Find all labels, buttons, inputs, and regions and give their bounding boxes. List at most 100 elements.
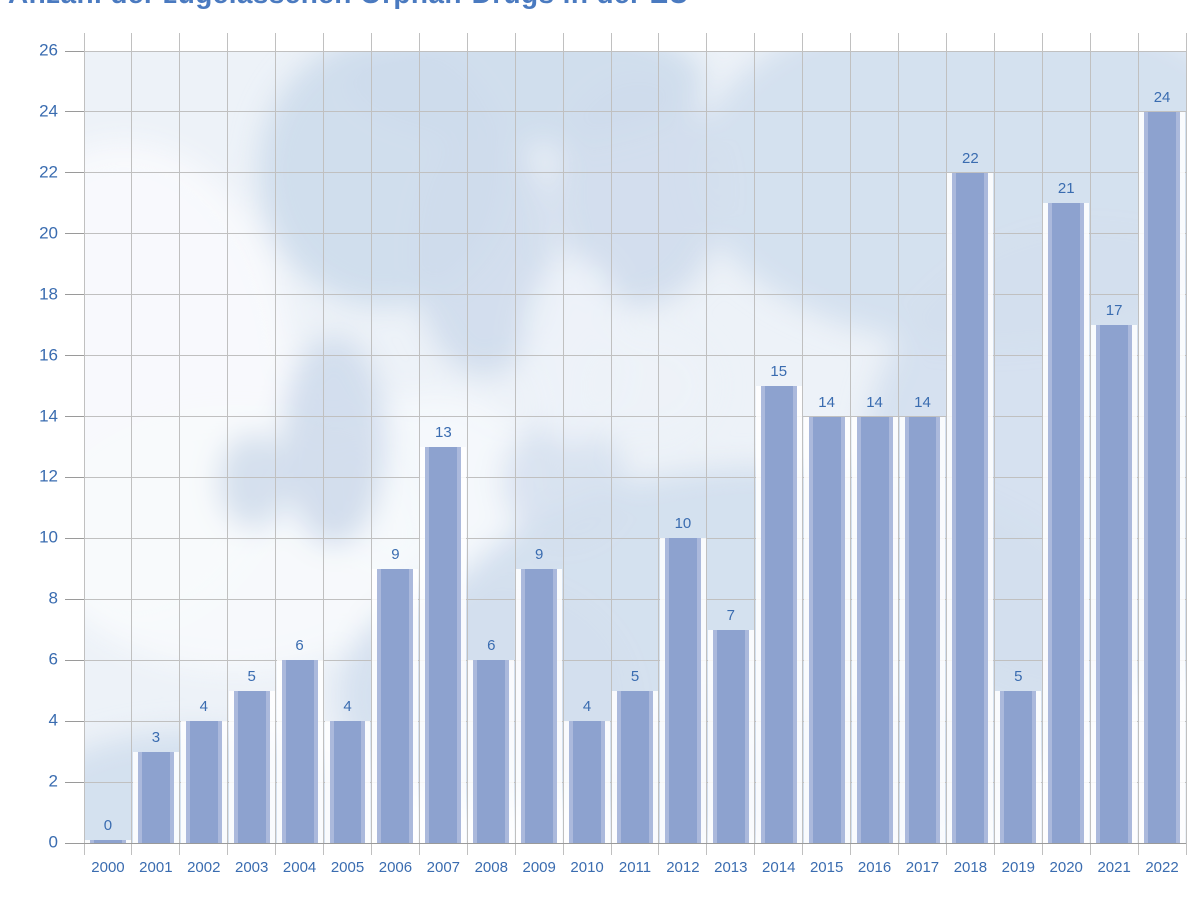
- x-axis-label: 2005: [330, 859, 365, 876]
- x-axis-label: 2002: [187, 859, 221, 876]
- bar: [659, 538, 706, 843]
- bar: [755, 386, 802, 843]
- vertical-gridline: [850, 33, 852, 855]
- y-axis-label: 0: [48, 832, 58, 852]
- vertical-gridline: [131, 33, 133, 855]
- y-axis-tick: [65, 416, 84, 418]
- bar-value-label: 5: [630, 667, 640, 685]
- y-axis-label: 16: [39, 345, 58, 365]
- y-axis-label: 22: [39, 162, 58, 182]
- y-axis-label: 2: [48, 771, 58, 791]
- vertical-gridline: [658, 33, 660, 855]
- bar-value-label: 5: [1014, 667, 1023, 685]
- x-axis-label: 2010: [570, 859, 604, 876]
- y-axis-tick: [65, 111, 84, 113]
- horizontal-gridline: [84, 659, 1186, 661]
- vertical-gridline: [418, 33, 420, 855]
- vertical-gridline: [610, 33, 612, 855]
- vertical-gridline: [1041, 33, 1043, 855]
- vertical-gridline: [562, 33, 564, 855]
- y-axis-tick: [65, 294, 84, 296]
- y-axis-label: 12: [39, 467, 58, 487]
- horizontal-gridline: [84, 476, 1186, 478]
- bar-value-label: 0: [103, 817, 113, 834]
- bar: [180, 721, 227, 843]
- vertical-gridline: [802, 33, 804, 855]
- bar: [995, 690, 1042, 843]
- chart-title: Anzahl der zugelassenen Orphan-Drugs in …: [8, 0, 689, 10]
- vertical-gridline: [898, 33, 900, 855]
- y-axis-tick: [65, 598, 84, 600]
- bar: [803, 416, 850, 843]
- y-axis-tick: [65, 50, 84, 52]
- bar-value-label: 4: [199, 698, 208, 716]
- bar-value-label: 21: [1057, 180, 1075, 198]
- bar: [85, 840, 131, 843]
- horizontal-gridline: [84, 233, 1186, 235]
- x-axis-label: 2016: [857, 859, 892, 876]
- bar-value-label: 22: [962, 149, 979, 167]
- bar-value-label: 9: [535, 545, 544, 563]
- x-axis-label: 2003: [235, 859, 269, 876]
- y-axis-tick: [65, 355, 84, 357]
- bar: [276, 660, 323, 843]
- y-axis-tick: [65, 720, 84, 722]
- y-axis-label: 4: [48, 710, 58, 730]
- y-axis-label: 24: [39, 101, 58, 121]
- y-axis-tick: [65, 233, 84, 235]
- horizontal-gridline: [84, 172, 1186, 174]
- bar-value-label: 9: [391, 545, 400, 563]
- x-axis-label: 2004: [282, 859, 317, 876]
- vertical-gridline: [179, 33, 181, 855]
- bar-value-label: 13: [435, 424, 452, 441]
- bar: [324, 721, 371, 843]
- x-axis-label: 2011: [618, 859, 652, 876]
- vertical-gridline: [83, 33, 85, 855]
- horizontal-gridline: [84, 294, 1186, 296]
- horizontal-gridline: [84, 416, 1186, 418]
- y-axis-tick: [65, 659, 84, 661]
- bar-value-label: 4: [582, 698, 592, 716]
- vertical-gridline: [993, 33, 995, 855]
- x-axis-label: 2021: [1097, 859, 1131, 876]
- bar-value-label: 7: [726, 606, 735, 624]
- vertical-gridline: [1137, 33, 1139, 855]
- y-axis-label: 8: [48, 588, 58, 608]
- vertical-gridline: [275, 33, 277, 855]
- bar-value-label: 3: [151, 728, 161, 746]
- bar: [947, 172, 994, 843]
- horizontal-gridline: [84, 355, 1186, 357]
- vertical-gridline: [370, 33, 372, 855]
- y-axis-tick: [65, 476, 84, 478]
- x-axis-label: 2000: [91, 859, 125, 876]
- y-axis-label: 10: [39, 527, 58, 547]
- y-axis-tick: [65, 842, 84, 844]
- vertical-gridline: [466, 33, 468, 855]
- x-axis-label: 2022: [1145, 859, 1179, 876]
- vertical-gridline: [754, 33, 756, 855]
- vertical-gridline: [945, 33, 947, 855]
- bar-value-label: 14: [866, 393, 883, 411]
- x-axis-label: 2014: [762, 859, 796, 876]
- horizontal-gridline: [84, 598, 1186, 600]
- y-axis-tick: [65, 537, 84, 539]
- y-axis-label: 20: [39, 223, 58, 243]
- bar: [1091, 325, 1138, 843]
- y-axis-tick: [65, 172, 84, 174]
- horizontal-gridline: [84, 50, 1186, 52]
- bar-value-label: 14: [914, 393, 931, 411]
- vertical-gridline: [706, 33, 708, 855]
- horizontal-gridline: [84, 537, 1186, 539]
- bar: [707, 629, 754, 843]
- x-axis-label: 2001: [139, 859, 173, 876]
- bar: [468, 660, 515, 843]
- vertical-gridline: [227, 33, 229, 855]
- vertical-gridline: [1185, 33, 1187, 855]
- vertical-gridline: [514, 33, 516, 855]
- bar: [372, 568, 419, 843]
- horizontal-gridline: [84, 842, 1186, 844]
- y-axis-label: 18: [39, 284, 58, 304]
- y-axis-label: 26: [39, 40, 58, 60]
- horizontal-gridline: [84, 111, 1186, 113]
